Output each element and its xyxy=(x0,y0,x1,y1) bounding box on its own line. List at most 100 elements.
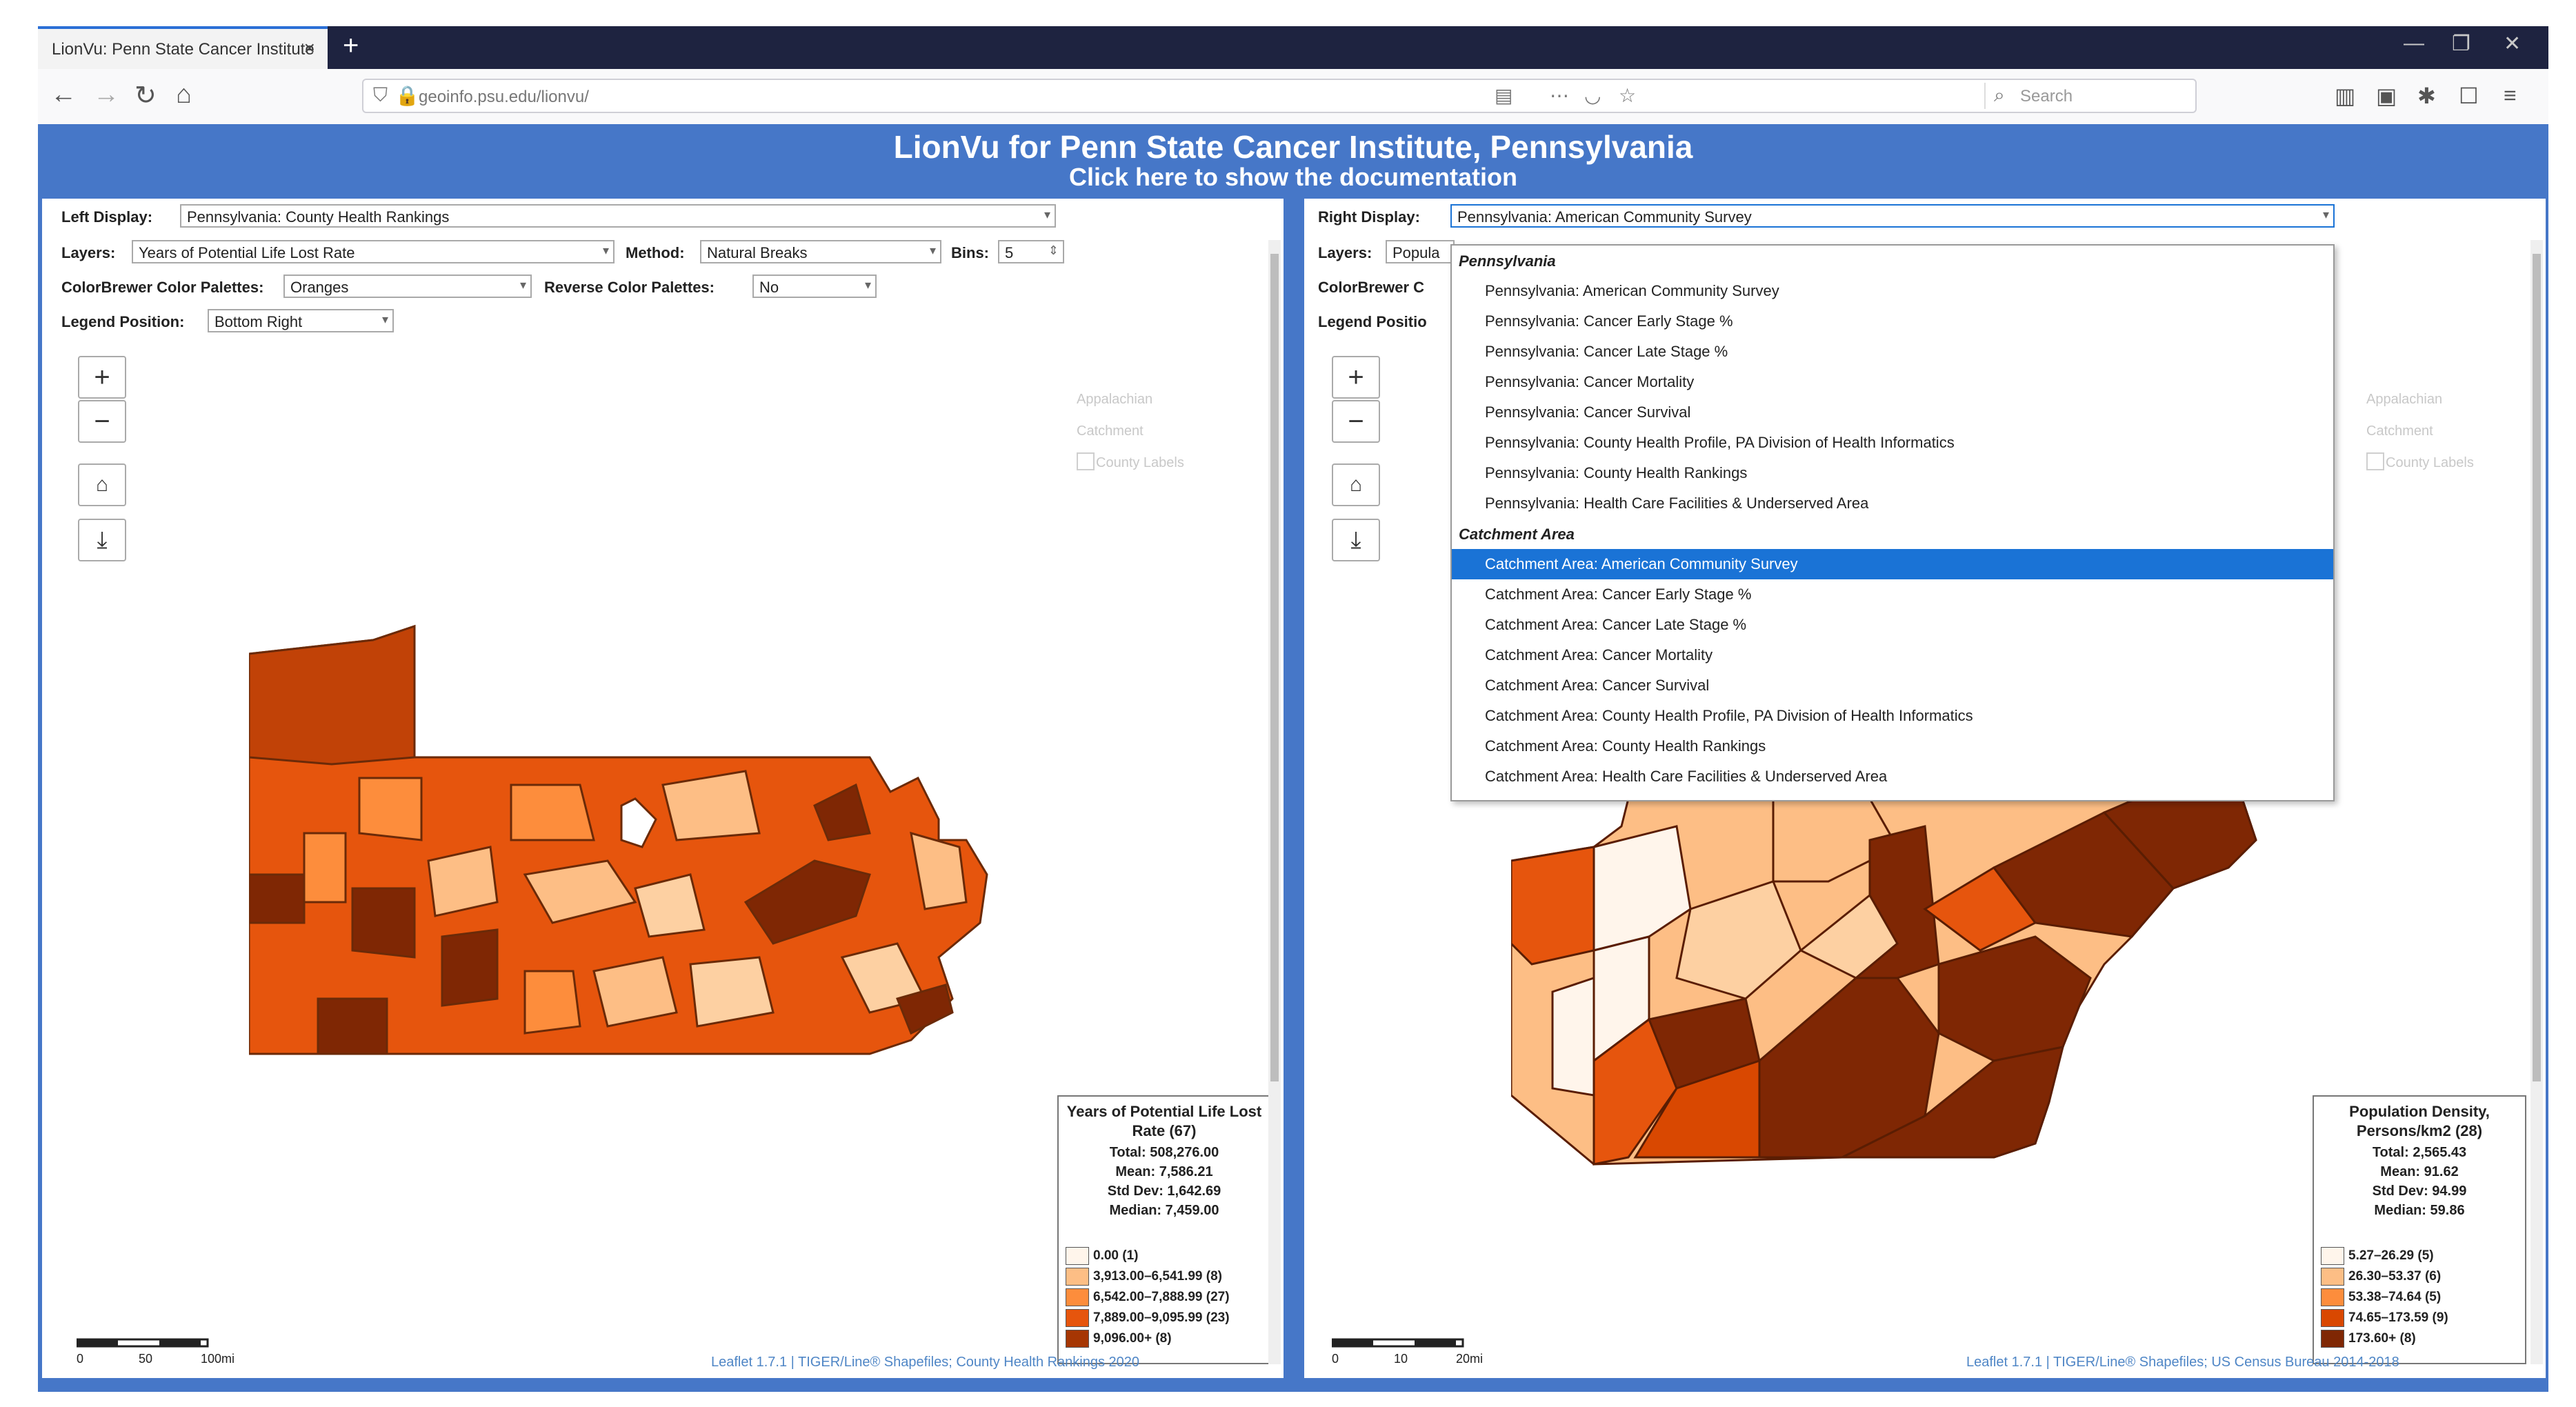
stepper-icon[interactable]: ⇕ xyxy=(1048,243,1059,257)
layers-select[interactable]: Popula xyxy=(1386,240,1455,263)
right-map-panel: Right Display: Pennsylvania: American Co… xyxy=(1304,199,2546,1378)
reader-icon[interactable]: ▤ xyxy=(1495,85,1513,106)
download-button[interactable]: ⤓ xyxy=(1332,519,1380,561)
home-extent-button[interactable]: ⌂ xyxy=(1332,463,1380,506)
download-button[interactable]: ⤓ xyxy=(78,519,126,561)
legend-class-label: 74.65–173.59 (9) xyxy=(2348,1310,2448,1325)
back-arrow-icon[interactable]: ← xyxy=(50,80,77,109)
chevron-down-icon: ▾ xyxy=(519,278,526,292)
right-display-select[interactable]: Pennsylvania: American Community Survey ▾ xyxy=(1450,204,2335,228)
search-input[interactable]: Search xyxy=(2020,87,2073,106)
restore-icon[interactable]: ❐ xyxy=(2452,32,2470,55)
lock-icon: 🔒 xyxy=(395,85,419,106)
shield-icon[interactable]: ⛉ xyxy=(373,84,388,106)
sidebar-icon[interactable]: ▣ xyxy=(2376,83,2397,108)
layers-select[interactable]: Years of Potential Life Lost Rate ▾ xyxy=(132,240,615,263)
palette-label: ColorBrewer C xyxy=(1318,279,1425,296)
documentation-link[interactable]: Click here to show the documentation xyxy=(1068,163,1518,191)
navigation-toolbar: ← → ↻ ⌂ ⛉ 🔒 geoinfo.psu.edu/lionvu/ ▤ ⋯ … xyxy=(38,69,2548,126)
dropdown-option[interactable]: Catchment Area: County Health Rankings xyxy=(1485,737,1766,755)
scale-label: 10 xyxy=(1394,1352,1408,1366)
extension-icon[interactable]: ✱ xyxy=(2417,83,2436,108)
palette-label: ColorBrewer Color Palettes: xyxy=(61,279,264,296)
county-labels-toggle[interactable]: County Labels xyxy=(1096,455,1184,470)
home-icon[interactable]: ⌂ xyxy=(176,80,192,109)
dropdown-option[interactable]: Pennsylvania: Cancer Early Stage % xyxy=(1485,312,1733,330)
minimize-icon[interactable]: — xyxy=(2404,32,2424,54)
layers-value: Years of Potential Life Lost Rate xyxy=(139,244,355,261)
reload-icon[interactable]: ↻ xyxy=(134,81,157,110)
zoom-in-button[interactable]: + xyxy=(1332,356,1380,399)
dropdown-option[interactable]: Catchment Area: Cancer Early Stage % xyxy=(1485,586,1752,603)
dropdown-option[interactable]: Pennsylvania: Cancer Survival xyxy=(1485,403,1691,421)
legend-total: Total: 508,276.00 xyxy=(1109,1145,1219,1160)
pocket-icon[interactable]: ◡ xyxy=(1584,85,1601,106)
county-labels-checkbox[interactable] xyxy=(2366,452,2384,470)
legend-swatch xyxy=(2321,1268,2344,1286)
dropdown-option[interactable]: Catchment Area: County Health Profile, P… xyxy=(1485,707,1973,724)
appalachian-toggle[interactable]: Appalachian xyxy=(2366,392,2443,407)
scroll-thumb[interactable] xyxy=(1270,254,1279,1081)
dropdown-option[interactable]: Pennsylvania: Health Care Facilities & U… xyxy=(1485,495,1869,512)
appalachian-toggle[interactable]: Appalachian xyxy=(1077,392,1153,407)
catchment-toggle[interactable]: Catchment xyxy=(2366,423,2433,439)
dropdown-option[interactable]: Catchment Area: Cancer Survival xyxy=(1485,677,1710,694)
home-extent-button[interactable]: ⌂ xyxy=(78,463,126,506)
catchment-area-county-map[interactable] xyxy=(1511,771,2270,1199)
catchment-toggle[interactable]: Catchment xyxy=(1077,423,1144,439)
bins-stepper[interactable]: 5 ⇕ xyxy=(998,240,1064,263)
dropdown-option[interactable]: Pennsylvania: Cancer Late Stage % xyxy=(1485,343,1728,360)
browser-tab[interactable]: LionVu: Penn State Cancer Institute × xyxy=(38,26,328,69)
reverse-palette-select[interactable]: No ▾ xyxy=(752,275,877,298)
bins-label: Bins: xyxy=(951,244,989,261)
dropdown-option[interactable]: Pennsylvania: American Community Survey xyxy=(1485,282,1779,299)
right-display-dropdown[interactable]: Pennsylvania Pennsylvania: American Comm… xyxy=(1450,244,2335,801)
county-labels-checkbox[interactable] xyxy=(1077,452,1095,470)
pennsylvania-county-map[interactable] xyxy=(249,612,1077,1068)
method-select[interactable]: Natural Breaks ▾ xyxy=(700,240,941,263)
dropdown-option[interactable]: Pennsylvania: County Health Rankings xyxy=(1485,464,1748,481)
legend-swatch xyxy=(2321,1247,2344,1265)
zoom-in-button[interactable]: + xyxy=(78,356,126,399)
map-attribution[interactable]: Leaflet 1.7.1 | TIGER/Line® Shapefiles; … xyxy=(1966,1355,2399,1370)
map-attribution[interactable]: Leaflet 1.7.1 | TIGER/Line® Shapefiles; … xyxy=(711,1355,1140,1370)
legend-position-select[interactable]: Bottom Right ▾ xyxy=(208,309,394,332)
chevron-down-icon: ▾ xyxy=(602,243,609,257)
left-display-select[interactable]: Pennsylvania: County Health Rankings ▾ xyxy=(180,204,1056,228)
zoom-out-button[interactable]: − xyxy=(1332,400,1380,443)
dropdown-option[interactable]: Pennsylvania: Cancer Mortality xyxy=(1485,373,1695,390)
legend-swatch xyxy=(1066,1288,1089,1306)
left-scrollbar[interactable] xyxy=(1268,240,1281,1364)
left-display-value: Pennsylvania: County Health Rankings xyxy=(187,208,450,226)
county-labels-toggle[interactable]: County Labels xyxy=(2386,455,2474,470)
legend-swatch xyxy=(1066,1309,1089,1327)
forward-arrow-icon[interactable]: → xyxy=(93,80,119,109)
legend-class-label: 5.27–26.29 (5) xyxy=(2348,1248,2434,1263)
layers-label: Layers: xyxy=(1318,244,1372,261)
new-tab-button[interactable]: + xyxy=(343,30,359,61)
more-icon[interactable]: ⋯ xyxy=(1550,85,1569,106)
address-bar[interactable]: ⛉ 🔒 geoinfo.psu.edu/lionvu/ ▤ ⋯ ◡ ☆ ⌕ Se… xyxy=(362,79,2197,113)
star-icon[interactable]: ☆ xyxy=(1619,85,1637,106)
dropdown-option[interactable]: Catchment Area: Cancer Mortality xyxy=(1485,646,1713,663)
scroll-thumb[interactable] xyxy=(2533,254,2541,1081)
url-text[interactable]: geoinfo.psu.edu/lionvu/ xyxy=(419,88,589,106)
dropdown-option[interactable]: Catchment Area: Cancer Late Stage % xyxy=(1485,616,1747,633)
tab-title: LionVu: Penn State Cancer Institute xyxy=(52,40,314,59)
dropdown-option[interactable]: Pennsylvania: County Health Profile, PA … xyxy=(1485,434,1955,451)
right-scrollbar[interactable] xyxy=(2530,240,2543,1364)
scale-bar: 0 10 20mi xyxy=(1330,1335,1483,1366)
bins-value: 5 xyxy=(1005,244,1014,261)
dropdown-option-selected[interactable]: Catchment Area: American Community Surve… xyxy=(1452,549,2333,579)
legend-title: Years of Potential Life Lost Rate (67) xyxy=(1066,1103,1262,1139)
search-box[interactable]: ⌕ Search xyxy=(1984,83,2193,109)
library-icon[interactable]: ▥ xyxy=(2335,83,2356,108)
sync-icon[interactable]: ☐ xyxy=(2459,83,2479,108)
window-close-icon[interactable]: ✕ xyxy=(2504,32,2522,55)
palette-select[interactable]: Oranges ▾ xyxy=(283,275,532,298)
close-tab-icon[interactable]: × xyxy=(303,37,315,59)
dropdown-option[interactable]: Catchment Area: Health Care Facilities &… xyxy=(1485,768,1888,785)
zoom-out-button[interactable]: − xyxy=(78,400,126,443)
legend-class-label: 7,889.00–9,095.99 (23) xyxy=(1093,1310,1230,1325)
menu-icon[interactable]: ≡ xyxy=(2504,83,2517,108)
